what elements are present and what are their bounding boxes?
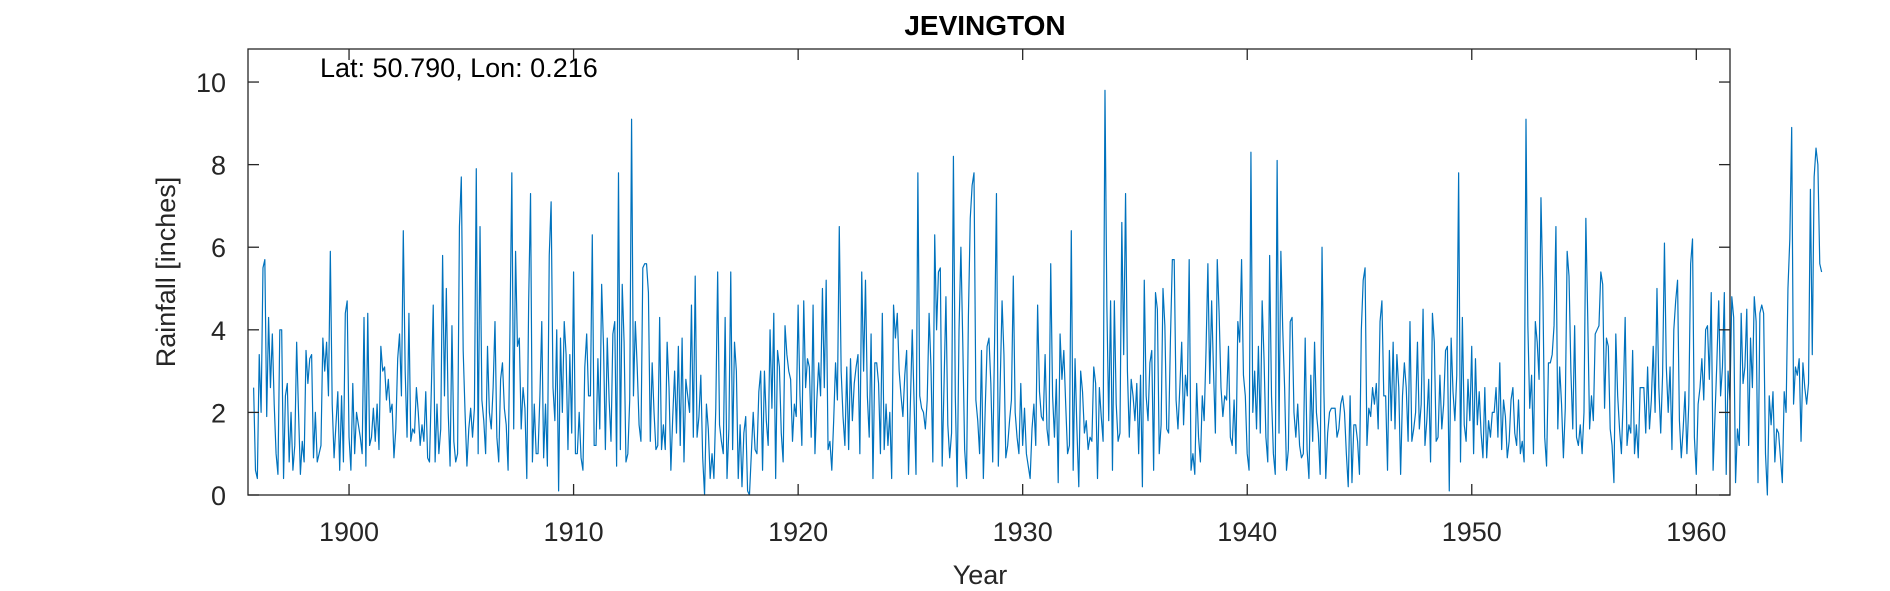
x-tick-label: 1900: [319, 517, 379, 547]
y-tick-label: 0: [211, 481, 226, 511]
x-tick-label: 1920: [768, 517, 828, 547]
x-tick-label: 1950: [1442, 517, 1502, 547]
chart-title: JEVINGTON: [904, 10, 1065, 41]
x-tick-label: 1930: [993, 517, 1053, 547]
x-tick-label: 1910: [544, 517, 604, 547]
y-tick-label: 4: [211, 316, 226, 346]
plot-area: [248, 49, 1730, 495]
rainfall-series-line: [253, 89, 1823, 496]
station-coordinates: Lat: 50.790, Lon: 0.216: [320, 53, 598, 83]
x-tick-label: 1940: [1217, 517, 1277, 547]
y-axis: 0 2 4 6 8 10: [196, 68, 1730, 511]
x-axis-label: Year: [953, 560, 1008, 590]
y-tick-label: 10: [196, 68, 226, 98]
y-axis-label: Rainfall [inches]: [151, 177, 181, 368]
axes-box: [247, 48, 1731, 496]
x-axis: 1900 1910 1920 1930 1940 1950 1960: [319, 49, 1726, 547]
x-tick-label: 1960: [1666, 517, 1726, 547]
series-layer: [253, 89, 1823, 496]
y-tick-label: 8: [211, 151, 226, 181]
y-tick-label: 2: [211, 398, 226, 428]
y-tick-label: 6: [211, 233, 226, 263]
